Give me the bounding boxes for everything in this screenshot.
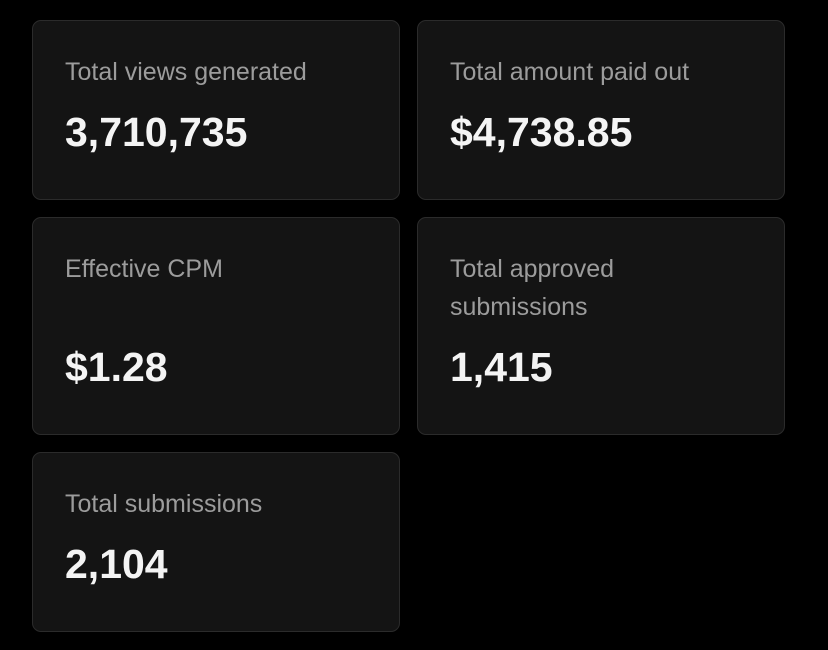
stat-label: Effective CPM bbox=[65, 255, 223, 283]
stat-card: Total submissions 2,104 bbox=[32, 452, 400, 632]
stat-card: Total amount paid out $4,738.85 bbox=[417, 20, 785, 200]
stats-grid: Total views generated 3,710,735 Total amou… bbox=[32, 20, 785, 632]
stat-value: 2,104 bbox=[65, 541, 168, 587]
stat-card: Total approved submissions 1,415 bbox=[417, 217, 785, 435]
stat-card: Total views generated 3,710,735 bbox=[32, 20, 400, 200]
stat-card: Effective CPM $1.28 bbox=[32, 217, 400, 435]
stat-value: $1.28 bbox=[65, 344, 168, 390]
stat-value: $4,738.85 bbox=[450, 109, 633, 155]
stat-value: 3,710,735 bbox=[65, 109, 248, 155]
stat-label: Total amount paid out bbox=[450, 58, 690, 86]
stat-label: Total approved submissions bbox=[450, 255, 615, 321]
stat-value: 1,415 bbox=[450, 344, 553, 390]
stat-label: Total submissions bbox=[65, 490, 263, 518]
stat-label: Total views generated bbox=[65, 58, 307, 86]
